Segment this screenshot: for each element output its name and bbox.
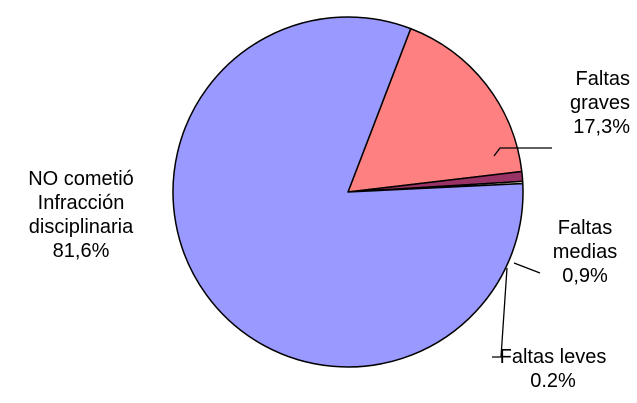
leader-line-graves xyxy=(493,147,552,157)
label-value: 81,6% xyxy=(52,240,110,262)
slice-label-graves: Faltas graves 17,3% xyxy=(540,67,630,139)
slice-label-no-infraccion: NO cometió Infracción disciplinaria 81,6… xyxy=(8,167,154,263)
label-line: Faltas leves xyxy=(499,346,607,368)
label-line: Infracción xyxy=(37,192,125,214)
leader-line-leves xyxy=(492,267,508,358)
pie-slices xyxy=(172,16,524,368)
label-line: medias xyxy=(552,241,618,263)
label-line: Faltas xyxy=(557,217,613,239)
slice-label-medias: Faltas medias 0,9% xyxy=(535,216,635,288)
label-line: disciplinaria xyxy=(28,216,134,238)
leader-line-medias xyxy=(513,262,541,274)
slice-graves xyxy=(347,27,523,193)
slice-no-infraccion xyxy=(172,16,524,368)
label-value: 0.2% xyxy=(530,370,576,392)
label-line: graves xyxy=(569,92,630,114)
label-line: Faltas xyxy=(575,68,630,90)
label-value: 17,3% xyxy=(573,116,630,138)
leader-lines xyxy=(492,147,552,358)
slice-label-leves: Faltas leves 0.2% xyxy=(478,345,628,393)
label-line: NO cometió xyxy=(28,168,134,190)
label-value: 0,9% xyxy=(562,265,608,287)
